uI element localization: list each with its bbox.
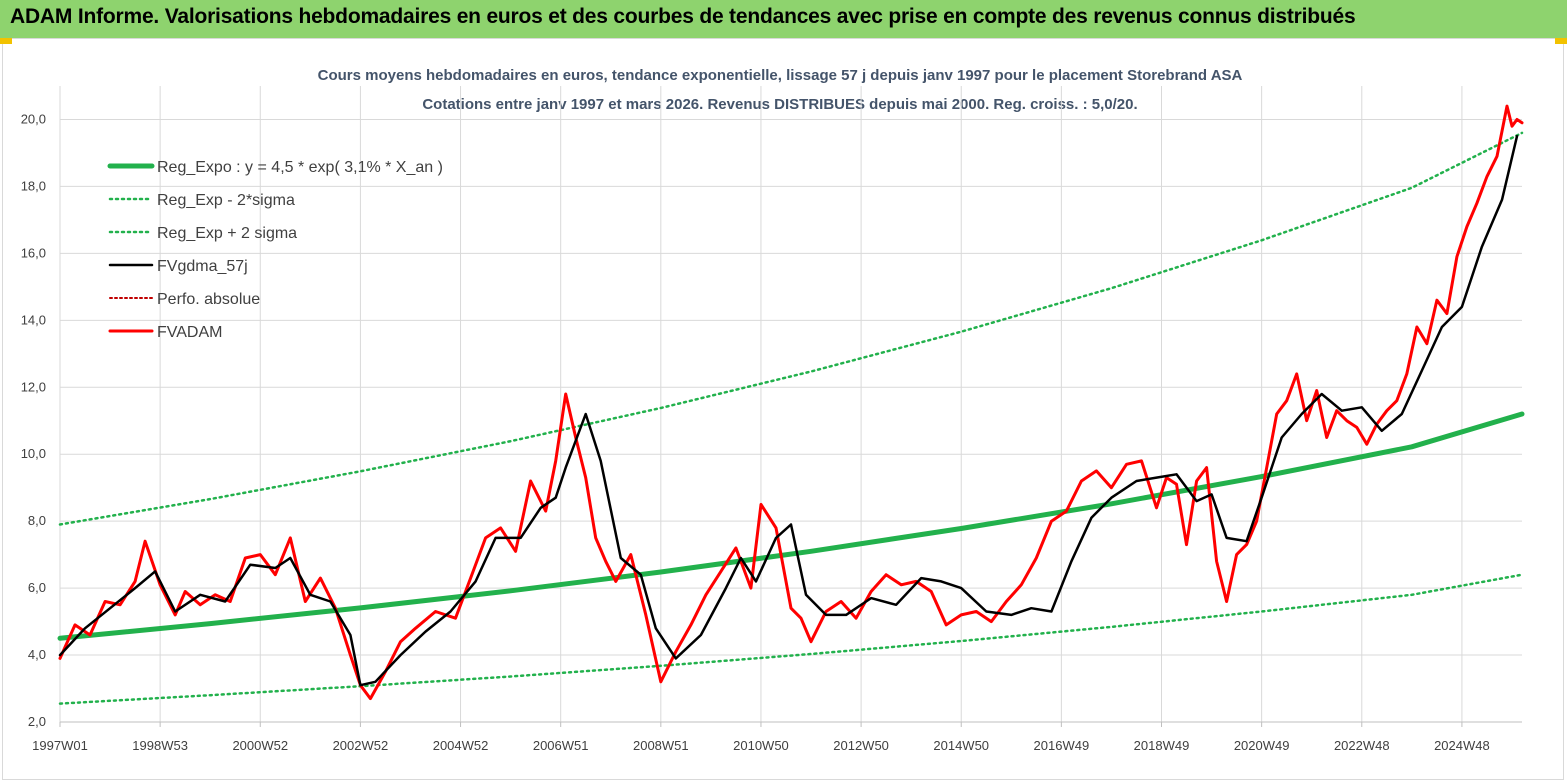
reg-exp-minus-2sigma-line [58, 573, 1524, 705]
x-tick-label: 2022W48 [1334, 738, 1390, 753]
x-tick-label: 2006W51 [533, 738, 589, 753]
banner-title: ADAM Informe. Valorisations hebdomadaire… [10, 5, 1356, 28]
chart-frame [2, 38, 1564, 780]
frame-corner-marker [1555, 38, 1567, 44]
chart-title: Cours moyens hebdomadaires en euros, ten… [318, 67, 1243, 84]
gridlines [59, 86, 1522, 723]
x-tick-label: 1998W53 [132, 738, 188, 753]
x-tick-label: 2008W51 [633, 738, 689, 753]
y-tick-label: 20,0 [21, 111, 46, 126]
x-tick-label: 2010W50 [733, 738, 789, 753]
x-tick-label: 1997W01 [32, 738, 88, 753]
reg-expo-line [57, 411, 1525, 641]
x-tick-label: 2024W48 [1434, 738, 1490, 753]
legend-label: FVADAM [157, 324, 222, 341]
y-tick-label: 10,0 [21, 446, 46, 461]
y-tick-label: 2,0 [28, 714, 46, 729]
x-tick-label: 2016W49 [1034, 738, 1090, 753]
header-banner: ADAM Informe. Valorisations hebdomadaire… [0, 0, 1567, 38]
y-tick-label: 14,0 [21, 312, 46, 327]
legend-label: Reg_Exp + 2 sigma [157, 225, 297, 242]
legend-label: FVgdma_57j [157, 258, 248, 275]
x-tick-label: 2004W52 [433, 738, 489, 753]
y-tick-label: 18,0 [21, 178, 46, 193]
x-tick-label: 2020W49 [1234, 738, 1290, 753]
x-tick-label: 2000W52 [232, 738, 288, 753]
x-tick-label: 2014W50 [933, 738, 989, 753]
frame-corner-marker [0, 38, 12, 44]
x-tick-label: 2002W52 [333, 738, 389, 753]
fvgdma-57j-line [58, 134, 1519, 687]
legend-label: Perfo. absolue [157, 291, 260, 308]
x-tick-label: 2018W49 [1134, 738, 1190, 753]
y-tick-label: 16,0 [21, 245, 46, 260]
y-tick-label: 6,0 [28, 580, 46, 595]
y-tick-label: 8,0 [28, 513, 46, 528]
x-tick-label: 2012W50 [833, 738, 889, 753]
y-axis: 2,0 4,0 6,0 8,0 10,0 12,0 14,0 16,0 18,0 20,0 [21, 111, 46, 729]
reg-exp-plus-2sigma-line [58, 131, 1524, 526]
series-layer [57, 104, 1525, 705]
x-axis: 1997W01 1998W53 2000W52 2002W52 2004W52 2006W… [32, 721, 1522, 753]
y-tick-label: 4,0 [28, 647, 46, 662]
legend: Reg_Expo : y = 4,5 * exp( 3,1% * X_an ) R… [107, 159, 443, 341]
legend-label: Reg_Expo : y = 4,5 * exp( 3,1% * X_an ) [157, 159, 443, 176]
y-tick-label: 12,0 [21, 379, 46, 394]
legend-label: Reg_Exp - 2*sigma [157, 192, 295, 209]
chart-subtitle: Cotations entre janv 1997 et mars 2026. … [422, 96, 1137, 113]
